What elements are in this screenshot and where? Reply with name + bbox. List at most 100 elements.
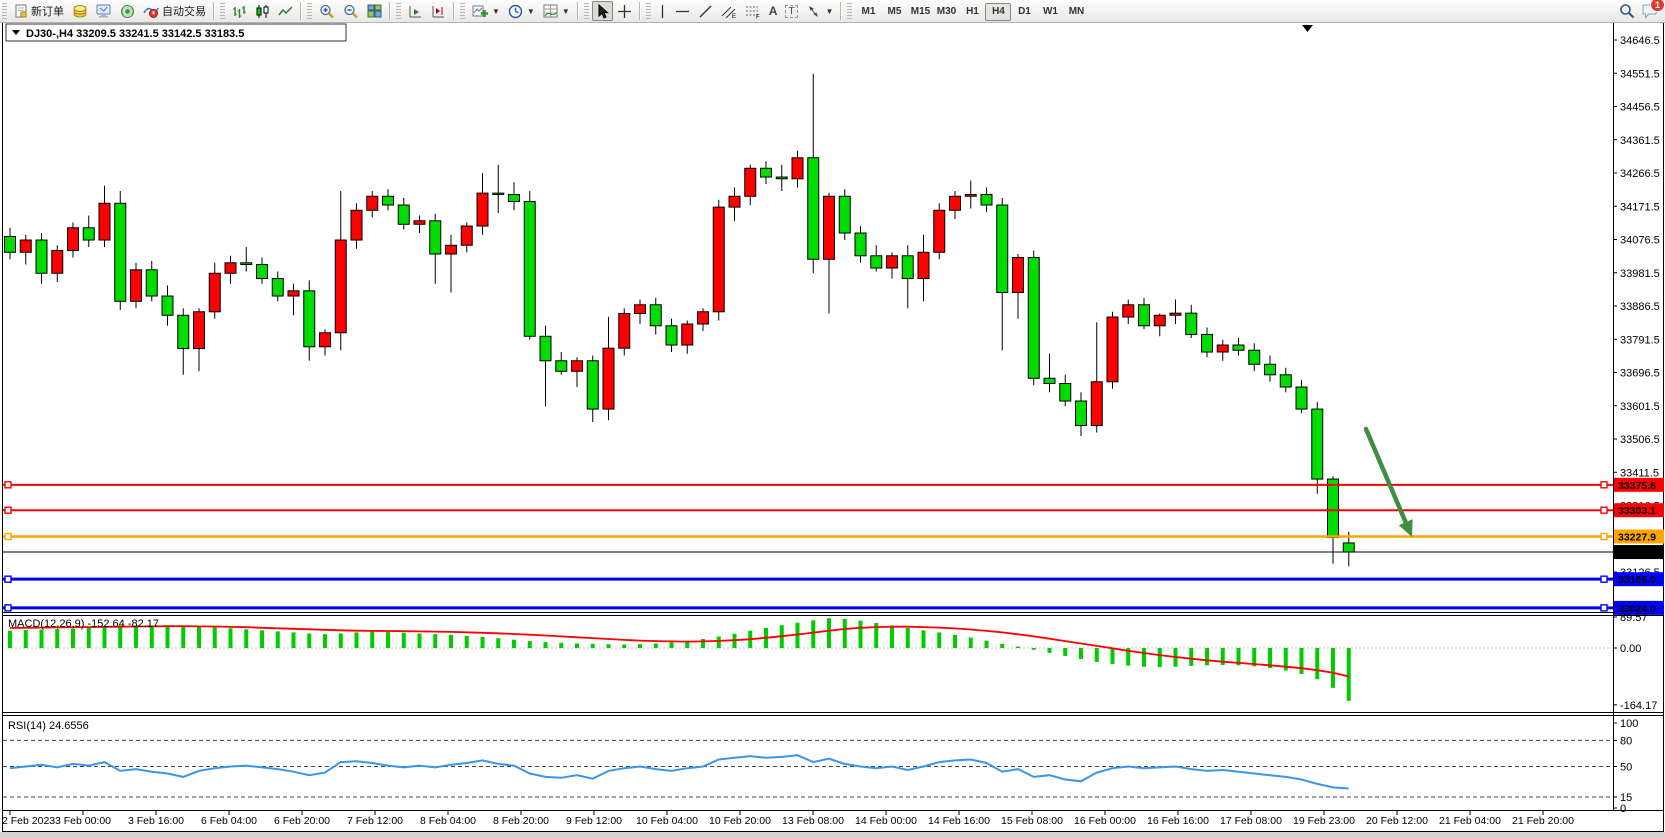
toolbar-grip[interactable] — [847, 3, 853, 19]
crosshair-tool-button[interactable] — [613, 1, 636, 21]
toolbar-grip[interactable] — [2, 3, 7, 19]
macd-histogram-bar — [1299, 648, 1304, 674]
line-handle-left — [4, 532, 12, 541]
macd-histogram-bar — [118, 626, 123, 648]
toolbar-separator — [300, 2, 302, 20]
periods-button[interactable]: ▼ — [504, 1, 539, 21]
toolbar-separator — [213, 2, 215, 20]
macd-histogram-bar — [1094, 648, 1099, 662]
tile-windows-button[interactable] — [363, 1, 386, 21]
candle-body — [1311, 408, 1324, 480]
timeframe-button-h1[interactable]: H1 — [959, 3, 985, 21]
timeframe-button-d1[interactable]: D1 — [1011, 3, 1037, 21]
timeframe-button-m5[interactable]: M5 — [881, 3, 907, 21]
macd-axis-label: 89.57 — [1620, 612, 1648, 624]
candle-body — [130, 269, 142, 302]
toolbar-grip[interactable] — [220, 3, 225, 19]
search-icon[interactable] — [1619, 3, 1635, 19]
timeframe-group: M1 M5 M15 M30 H1 H4 D1 W1 MN — [855, 1, 1089, 21]
timeframe-button-m30[interactable]: M30 — [933, 3, 959, 21]
arrow-annotation[interactable] — [1363, 426, 1413, 537]
chart-shift-marker[interactable] — [1302, 25, 1313, 32]
horizontal-line-33106[interactable] — [3, 575, 1613, 583]
timeframe-button-h4[interactable]: H4 — [985, 2, 1012, 21]
macd-histogram-bar — [622, 644, 627, 648]
timeframe-button-w1[interactable]: W1 — [1037, 3, 1063, 21]
horizontal-line-tool-button[interactable] — [671, 1, 694, 21]
terminal-button[interactable] — [92, 1, 116, 21]
price-badge-label: 33375.6 — [1618, 480, 1656, 492]
macd-histogram-bar — [1000, 643, 1005, 648]
fibonacci-tool-button[interactable]: F — [741, 1, 765, 21]
templates-button[interactable]: ▼ — [539, 1, 574, 21]
macd-histogram-bar — [543, 642, 548, 648]
candle-body — [492, 192, 505, 196]
arrows-tool-button[interactable]: ▼ — [802, 1, 838, 21]
trendline-tool-button[interactable] — [694, 1, 717, 21]
candle-body — [1342, 542, 1355, 553]
candle-body — [193, 311, 205, 350]
time-tick-label: 20 Feb 12:00 — [1366, 815, 1428, 827]
auto-scroll-button[interactable] — [404, 1, 427, 21]
macd-histogram-bar — [1189, 648, 1194, 666]
auto-trading-button[interactable]: 自动交易 — [139, 1, 210, 21]
timeframe-button-m15[interactable]: M15 — [907, 3, 933, 21]
chart-shift-button[interactable] — [427, 1, 450, 21]
timeframe-button-m1[interactable]: M1 — [855, 3, 881, 21]
macd-histogram-bar — [1047, 648, 1052, 653]
candle-body — [1012, 257, 1024, 294]
macd-histogram-bar — [165, 625, 170, 648]
zoom-out-button[interactable] — [339, 1, 363, 21]
pane-borders — [2, 22, 1664, 832]
macd-histogram-bar — [905, 627, 910, 648]
macd-histogram-bar — [307, 633, 312, 648]
candlestick-mode-button[interactable] — [251, 1, 274, 21]
line-handle-left — [4, 575, 12, 583]
candle-body — [949, 195, 961, 211]
toolbar-grip[interactable] — [396, 3, 401, 19]
cursor-tool-button[interactable] — [591, 1, 613, 21]
line-chart-mode-button[interactable] — [274, 1, 297, 21]
candle-body — [712, 206, 725, 313]
text-tool-button[interactable]: A — [765, 1, 782, 21]
macd-histogram-bar — [984, 640, 989, 648]
candle-body — [51, 250, 64, 274]
macd-axis-label: -164.17 — [1620, 700, 1657, 712]
candle-body — [807, 157, 820, 260]
indicators-button[interactable]: ▼ — [468, 1, 504, 21]
macd-histogram-bar — [417, 633, 422, 648]
bar-chart-mode-button[interactable] — [228, 1, 251, 21]
vertical-line-tool-button[interactable] — [654, 1, 671, 21]
time-tick-label: 15 Feb 08:00 — [1001, 815, 1063, 827]
macd-histogram-bar — [858, 620, 863, 648]
zoom-in-button[interactable] — [315, 1, 339, 21]
line-handle-right — [1600, 604, 1608, 612]
toolbar-grip[interactable] — [645, 3, 651, 19]
macd-histogram-bar — [890, 625, 894, 648]
macd-histogram-bar — [701, 639, 705, 648]
macd-histogram-bar — [1346, 648, 1351, 701]
toolbar-grip[interactable] — [460, 3, 465, 19]
horizontal-line-33303.1[interactable] — [3, 506, 1613, 514]
toolbar-grip[interactable] — [583, 3, 589, 19]
price-tick-label: 33411.5 — [1620, 467, 1659, 479]
horizontal-line-33227.9[interactable] — [3, 532, 1613, 541]
horizontal-line-33024[interactable] — [3, 604, 1613, 612]
new-order-button[interactable]: 新订单 — [10, 1, 68, 21]
time-tick-label: 8 Feb 20:00 — [493, 815, 549, 827]
text-label-tool-button[interactable]: T — [781, 1, 801, 21]
time-tick-label: 3 Feb 16:00 — [128, 815, 184, 827]
candle-body — [303, 290, 316, 348]
deposit-button[interactable] — [68, 1, 92, 21]
line-handle-right — [1600, 532, 1608, 541]
market-data-button[interactable] — [116, 1, 139, 21]
horizontal-line-33375.6[interactable] — [3, 481, 1613, 489]
timeframe-button-mn[interactable]: MN — [1063, 3, 1089, 21]
toolbar-grip[interactable] — [307, 3, 312, 19]
notifications-button[interactable]: 1 — [1641, 0, 1665, 20]
candle-body — [460, 225, 473, 246]
line-handle-right — [1600, 481, 1608, 489]
macd-histogram-bar — [181, 625, 186, 648]
channel-tool-button[interactable]: E — [717, 1, 741, 21]
